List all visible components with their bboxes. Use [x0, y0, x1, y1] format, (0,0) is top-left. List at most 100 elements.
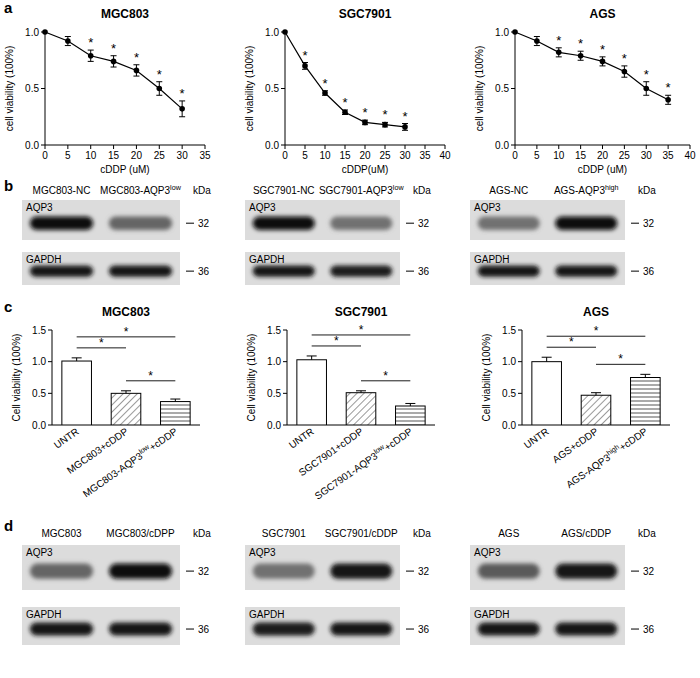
marker-dash — [406, 223, 414, 224]
y-axis — [287, 330, 288, 425]
significance-star: * — [556, 33, 561, 48]
y-tick-label: 1.5 — [267, 325, 281, 336]
x-tick-label: 5 — [65, 150, 71, 161]
y-axis-label: Cell viability (100%) — [246, 334, 257, 422]
y-axis-label: cell viability (100%) — [4, 46, 15, 132]
blot-background — [245, 200, 400, 240]
point — [622, 69, 628, 75]
blot-background — [470, 545, 625, 590]
y-axis-label: cell viability (100%) — [474, 46, 485, 132]
y-tick-label: 0.0 — [25, 140, 39, 151]
x-tick — [425, 145, 426, 149]
bar — [62, 361, 92, 425]
band — [330, 563, 392, 578]
y-tick — [48, 330, 52, 331]
marker-dash — [631, 629, 639, 630]
x-tick — [90, 145, 91, 149]
y-tick-label: 1.5 — [502, 325, 516, 336]
bar-chart: AGSCell viability (100%)0.00.51.01.5UNTR… — [481, 305, 670, 490]
text-part: SGC7901-AQP3 — [319, 185, 393, 196]
point — [534, 38, 540, 44]
x-tick-label: 20 — [131, 150, 143, 161]
kda-marker: 32 — [418, 566, 430, 577]
y-tick-label: 1.0 — [502, 356, 516, 367]
unit-label: kDa — [193, 185, 211, 196]
x-tick — [580, 145, 581, 149]
y-tick — [283, 330, 287, 331]
y-tick — [283, 425, 287, 426]
x-tick — [285, 145, 286, 149]
panel-label: b — [4, 177, 13, 194]
point — [665, 97, 671, 103]
lane-label: SGC7901-NC — [253, 185, 315, 196]
x-tick-label: 5 — [302, 150, 308, 161]
text-part: ​ — [403, 185, 404, 196]
y-tick — [518, 393, 522, 394]
kda-marker: 32 — [198, 566, 210, 577]
error-cap — [65, 36, 71, 37]
bar — [396, 406, 426, 425]
significance-star: * — [359, 323, 364, 337]
y-axis — [52, 330, 53, 425]
unit-label: kDa — [413, 185, 431, 196]
x-tick-label: 10 — [553, 150, 565, 161]
marker-dash — [186, 629, 194, 630]
blot-background — [470, 252, 625, 285]
band — [478, 266, 540, 277]
western-blot: AGSAGS/cDDPkDaAQP332GAPDH36 — [470, 528, 656, 645]
kda-marker: 32 — [643, 218, 655, 229]
band — [555, 623, 617, 636]
point — [156, 86, 162, 92]
band — [253, 623, 315, 636]
chart-title: SGC7901 — [339, 7, 392, 21]
x-tick-label: 20 — [597, 150, 609, 161]
point — [362, 120, 368, 126]
x-tick — [45, 145, 46, 149]
error-bar — [156, 82, 162, 96]
bar — [111, 393, 141, 425]
lane-label: SGC7901-AQP3low​ — [319, 183, 405, 196]
kda-marker: 36 — [643, 266, 655, 277]
error-bar — [307, 356, 317, 360]
x-tick-label: 40 — [684, 150, 696, 161]
lane-label: MGC803-NC — [33, 185, 91, 196]
text-part: +cDDP — [147, 425, 180, 453]
point — [382, 122, 388, 128]
western-blot: MGC803-NCMGC803-AQP3low​kDaAQP332GAPDH36 — [22, 183, 211, 285]
y-tick — [518, 361, 522, 362]
unit-label: kDa — [638, 528, 656, 539]
band — [330, 623, 392, 636]
point — [600, 59, 606, 65]
y-tick — [518, 425, 522, 426]
bar — [532, 362, 562, 425]
y-tick-label: 0.5 — [495, 83, 509, 94]
y-tick — [48, 361, 52, 362]
x-tick — [365, 145, 366, 149]
band — [555, 563, 617, 578]
error-bar — [179, 101, 185, 117]
x-tick-label: UNTR — [522, 426, 551, 451]
x-tick — [690, 145, 691, 149]
line-chart: MGC803cell viability (100%)0.00.51.00510… — [4, 7, 211, 175]
y-tick-label: 0.5 — [32, 388, 46, 399]
point — [111, 59, 117, 65]
y-tick — [283, 361, 287, 362]
y-tick-label: 0.5 — [502, 388, 516, 399]
protein-label: AQP3 — [474, 202, 501, 213]
error-bar — [405, 403, 415, 406]
text-part: AGS-AQP3 — [554, 185, 606, 196]
point — [578, 53, 584, 59]
y-tick-label: 1.0 — [495, 27, 509, 38]
x-tick — [515, 145, 516, 149]
superscript: high — [605, 183, 619, 192]
marks — [297, 356, 425, 425]
x-tick-label: 0 — [42, 150, 48, 161]
lane-label: AGS — [498, 528, 519, 539]
unit-label: kDa — [193, 528, 211, 539]
unit-label: kDa — [638, 185, 656, 196]
line — [515, 32, 668, 100]
western-blot: MGC803MGC803/cDPPkDaAQP332GAPDH36 — [22, 528, 211, 645]
significance-star: * — [594, 324, 599, 338]
x-axis-label: cDDP (uM) — [578, 164, 627, 175]
x-tick — [558, 145, 559, 149]
